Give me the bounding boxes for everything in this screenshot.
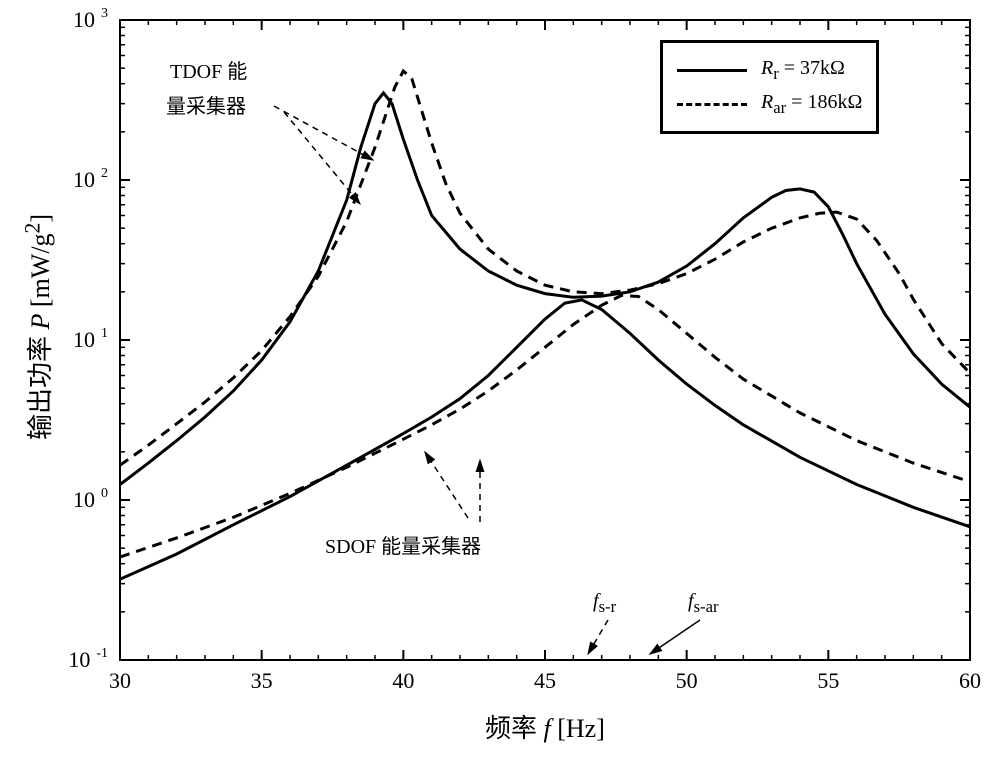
- annotation-arrow: [284, 112, 360, 204]
- x-tick-label: 45: [527, 668, 563, 694]
- legend-sample-line: [677, 69, 747, 72]
- legend-label: Rar = 186kΩ: [761, 91, 862, 118]
- x-tick-label: 60: [952, 668, 988, 694]
- chart-legend: Rr = 37kΩ Rar = 186kΩ: [660, 40, 879, 134]
- series-tdof-solid: [120, 93, 970, 485]
- chart-container: 输出功率 P [mW/g2] 频率 f [Hz] Rr = 37kΩ Rar = …: [0, 0, 1000, 769]
- legend-item: Rar = 186kΩ: [677, 87, 862, 121]
- annotation-tdof-line1: TDOF 能: [170, 55, 247, 84]
- annotation-arrow: [588, 620, 608, 654]
- y-tick-label: 102: [73, 166, 108, 193]
- annotation-arrow: [425, 452, 468, 518]
- y-tick-label: 10-1: [68, 646, 108, 673]
- legend-sample-line: [677, 103, 747, 106]
- series-sdof-solid: [120, 300, 970, 579]
- annotation-sdof: SDOF 能量采集器: [325, 530, 481, 559]
- annotation-arrow: [274, 106, 373, 160]
- x-tick-label: 55: [810, 668, 846, 694]
- x-tick-label: 40: [385, 668, 421, 694]
- annotation-fsar: fs-ar: [688, 590, 719, 617]
- annotation-tdof-line2: 量采集器: [166, 90, 246, 119]
- x-axis-label: 频率 f [Hz]: [485, 708, 605, 745]
- legend-label: Rr = 37kΩ: [761, 57, 845, 84]
- annotation-fsr: fs-r: [593, 590, 616, 617]
- x-tick-label: 35: [244, 668, 280, 694]
- y-axis-label: 输出功率 P [mW/g2]: [20, 214, 57, 440]
- y-tick-label: 103: [73, 6, 108, 33]
- annotation-arrow: [650, 620, 700, 654]
- legend-item: Rr = 37kΩ: [677, 53, 862, 87]
- x-tick-label: 50: [669, 668, 705, 694]
- y-tick-label: 100: [73, 486, 108, 513]
- y-tick-label: 101: [73, 326, 108, 353]
